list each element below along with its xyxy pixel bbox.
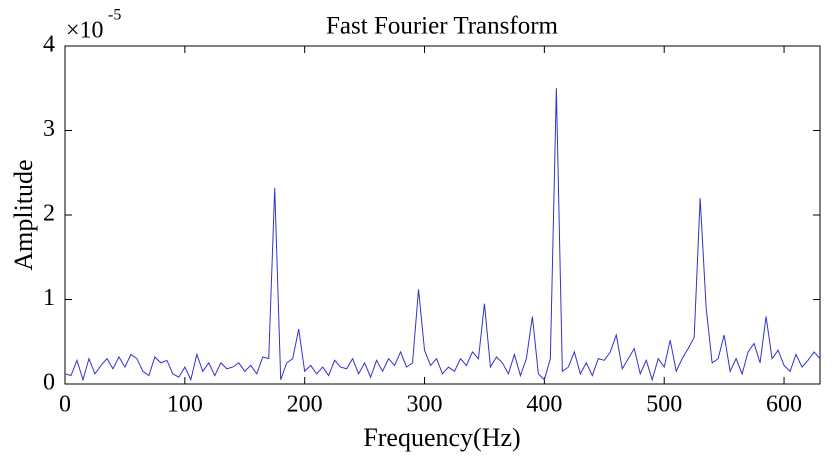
y-multiplier-exponent: -5 [108, 7, 121, 24]
x-axis-label: Frequency(Hz) [363, 423, 520, 452]
y-tick-label: 2 [43, 201, 55, 227]
y-tick-label: 4 [43, 32, 55, 58]
x-tick-label: 300 [407, 392, 443, 418]
plot-frame [64, 45, 821, 385]
x-tick-label: 400 [526, 392, 562, 418]
chart-title: Fast Fourier Transform [326, 13, 559, 40]
y-tick-label: 1 [43, 285, 55, 311]
y-tick-label: 0 [43, 370, 55, 396]
x-tick-label: 600 [766, 392, 802, 418]
x-tick-label: 0 [59, 392, 71, 418]
y-tick-label: 3 [43, 116, 55, 142]
x-tick-label: 200 [287, 392, 323, 418]
x-tick-label: 500 [646, 392, 682, 418]
x-tick-label: 100 [167, 392, 203, 418]
line-series [64, 88, 821, 382]
y-multiplier: ×10 [66, 18, 104, 44]
y-axis-label: Amplitude [9, 159, 38, 270]
